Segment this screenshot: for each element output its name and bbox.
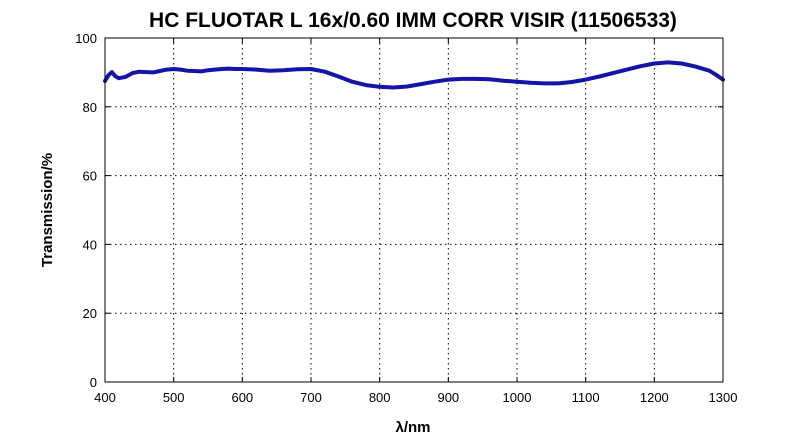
tick-labels: 400 500 600 700 800 900 1000 1100 1200 1300 0 20 40 6…	[75, 31, 737, 405]
grid-lines	[105, 38, 723, 382]
x-tick-label: 500	[163, 390, 185, 405]
axis-ticks	[104, 37, 724, 383]
y-tick-label: 60	[83, 169, 97, 184]
transmission-line	[103, 60, 725, 90]
x-tick-label: 1100	[572, 390, 600, 405]
x-tick-label: 1200	[640, 390, 669, 405]
y-tick-label: 40	[83, 237, 97, 252]
y-tick-label: 20	[83, 306, 97, 321]
series-layer	[103, 60, 725, 90]
y-tick-label: 0	[90, 375, 97, 390]
y-axis-label: Transmission/%	[39, 153, 56, 267]
x-tick-label: 600	[231, 390, 253, 405]
x-axis-label: λ/nm	[395, 419, 430, 436]
chart-title: HC FLUOTAR L 16x/0.60 IMM CORR VISIR (11…	[149, 9, 677, 32]
y-tick-label: 80	[83, 100, 97, 115]
x-tick-label: 900	[437, 390, 459, 405]
y-tick-label: 100	[75, 31, 97, 46]
x-tick-label: 1000	[503, 390, 532, 405]
x-tick-label: 400	[94, 390, 116, 405]
plot-frame	[104, 37, 724, 383]
x-tick-label: 700	[300, 390, 322, 405]
x-tick-label: 800	[369, 390, 391, 405]
x-tick-label: 1300	[709, 390, 738, 405]
